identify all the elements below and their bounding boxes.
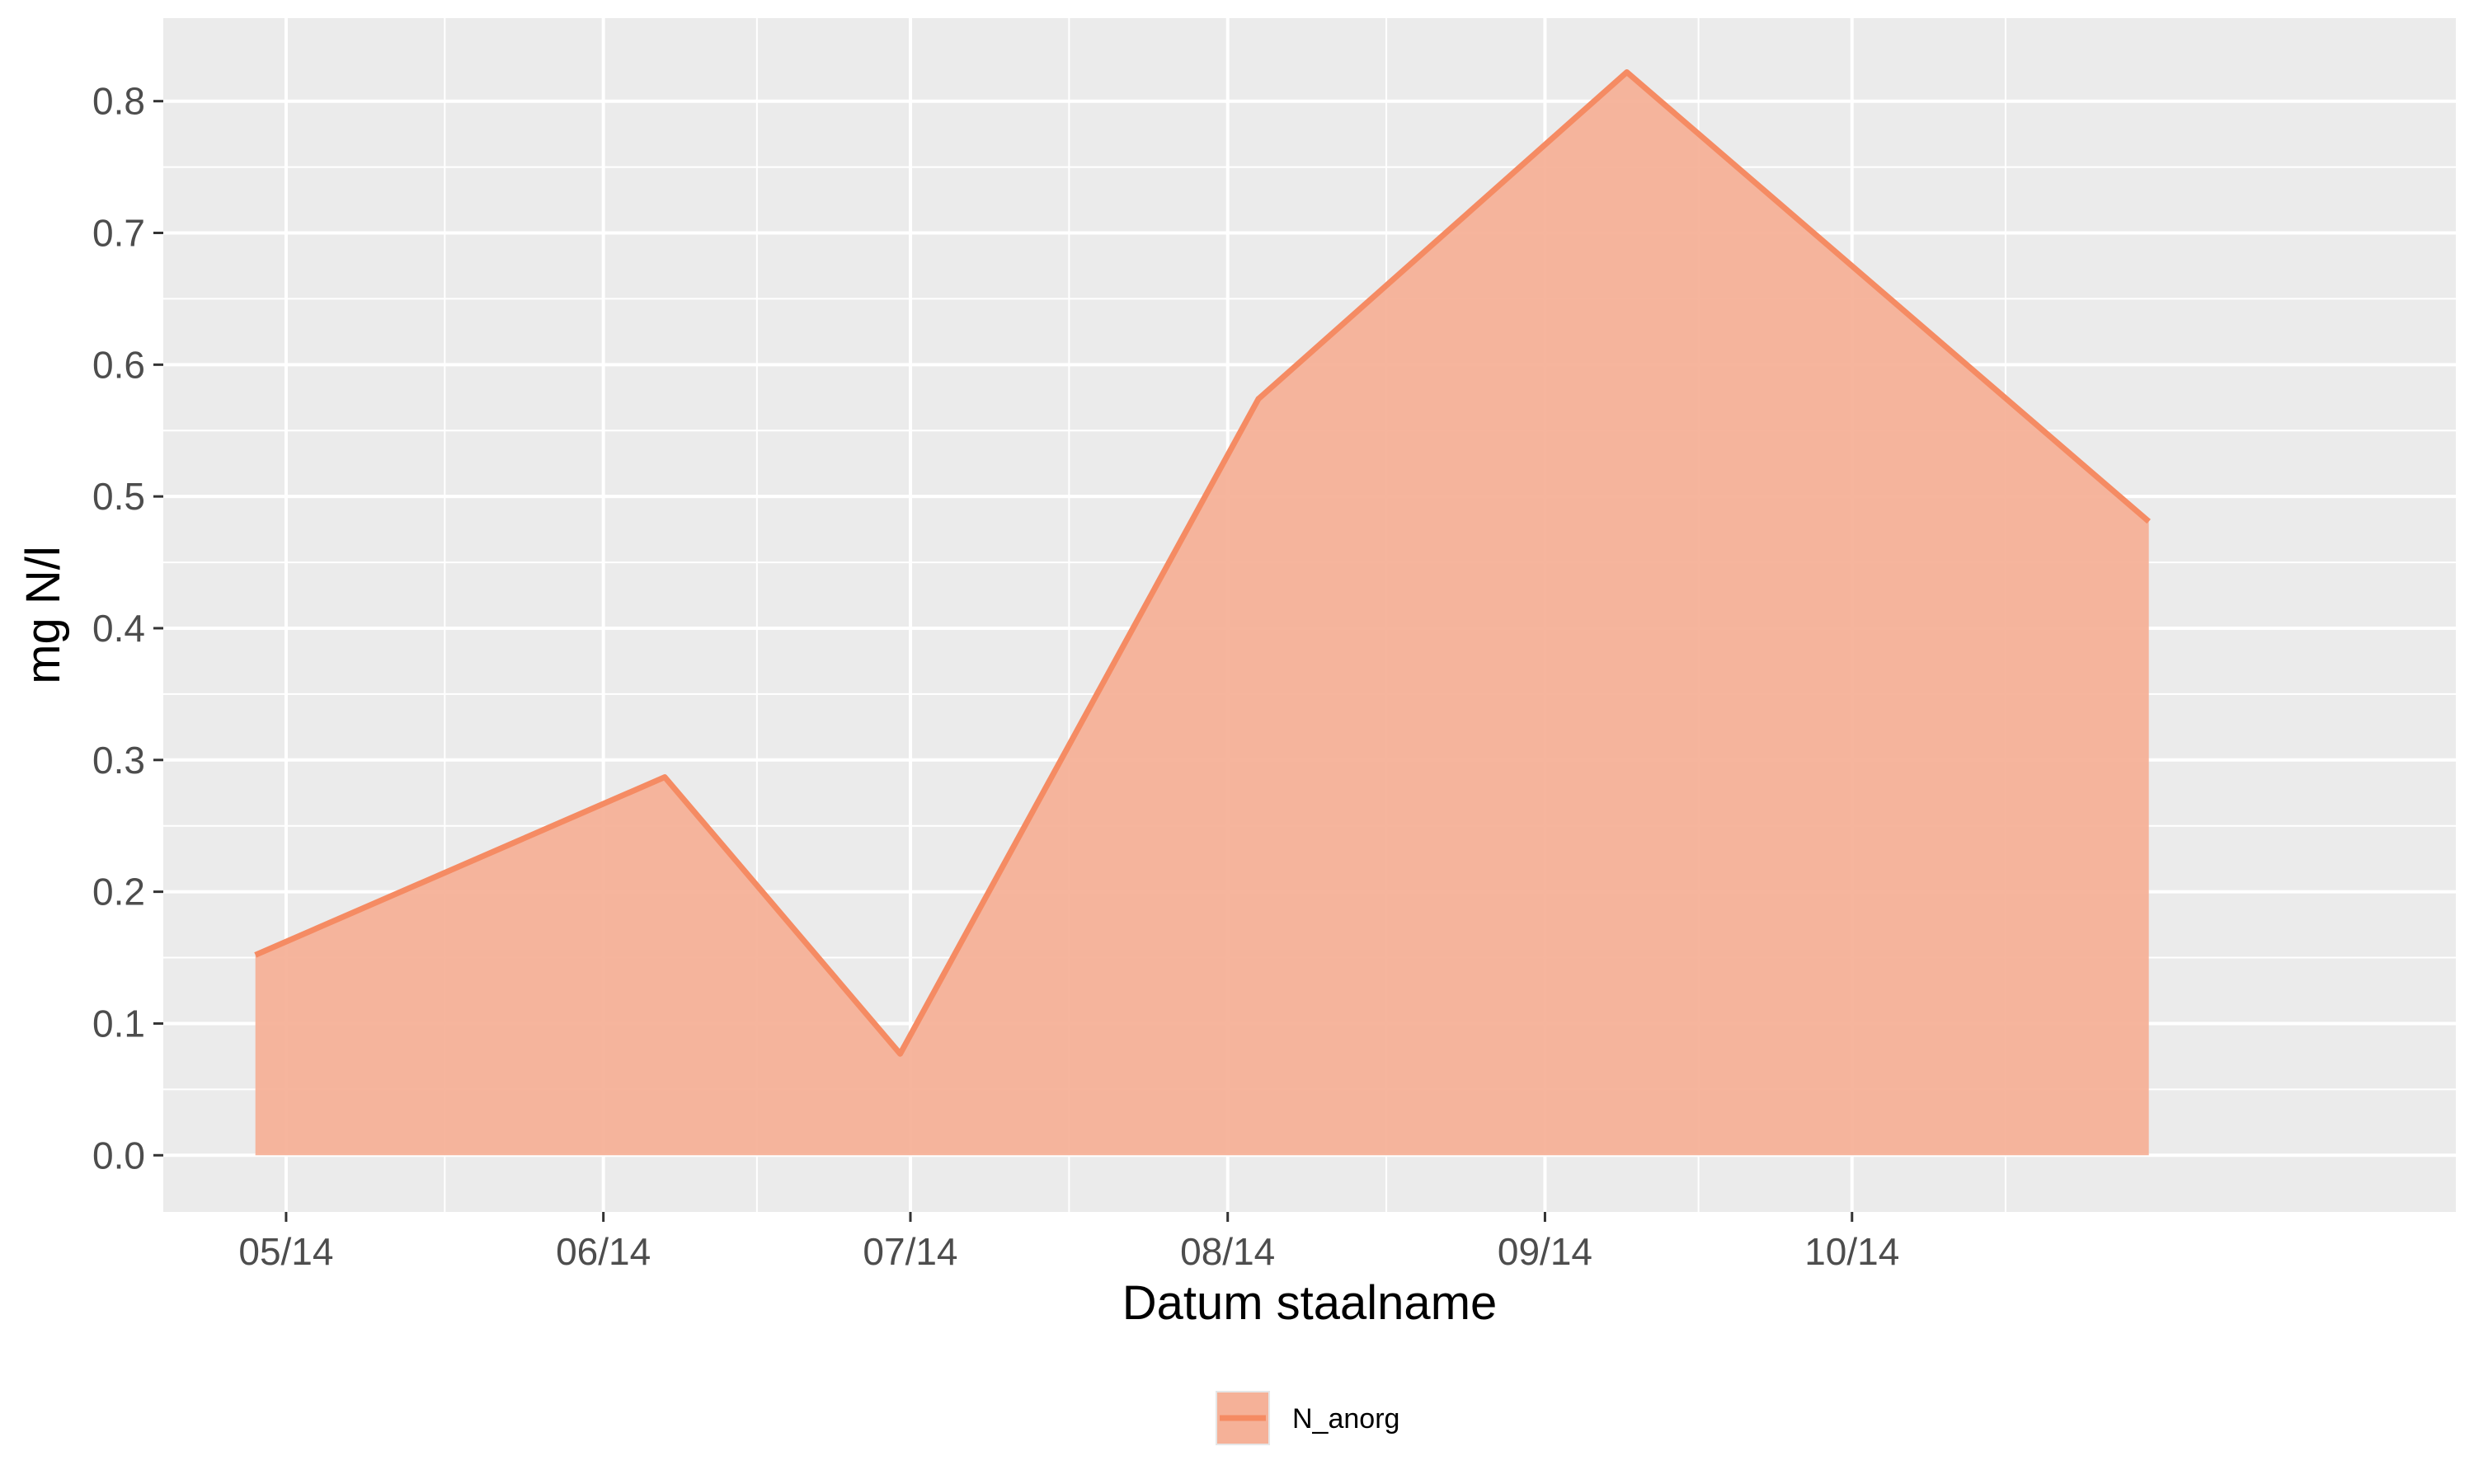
y-tick-label: 0.6 bbox=[92, 343, 145, 386]
legend-label: N_anorg bbox=[1292, 1403, 1399, 1435]
y-tick-label: 0.8 bbox=[92, 80, 145, 123]
legend: N_anorg bbox=[1216, 1391, 1399, 1445]
y-tick-label: 0.7 bbox=[92, 212, 145, 255]
series-area-N_anorg bbox=[255, 72, 2149, 1156]
y-tick-label: 0.2 bbox=[92, 871, 145, 913]
x-tick-label: 10/14 bbox=[1804, 1230, 1899, 1273]
x-axis: 05/14 06/14 07/14 08/14 09/14 10/14 bbox=[238, 1212, 1899, 1273]
y-axis: 0.0 0.1 0.2 0.3 0.4 0.5 0.6 0.7 0.8 bbox=[92, 80, 163, 1176]
x-tick-label: 06/14 bbox=[556, 1230, 651, 1273]
y-tick-label: 0.3 bbox=[92, 739, 145, 782]
y-tick-label: 0.5 bbox=[92, 475, 145, 518]
y-tick-label: 0.0 bbox=[92, 1134, 145, 1176]
x-tick-label: 08/14 bbox=[1180, 1230, 1275, 1273]
series-line-N_anorg bbox=[254, 69, 2151, 1057]
x-tick-label: 07/14 bbox=[863, 1230, 957, 1273]
x-tick-label: 05/14 bbox=[238, 1230, 333, 1273]
x-axis-title: Datum staalname bbox=[1122, 1276, 1498, 1330]
y-tick-label: 0.4 bbox=[92, 607, 145, 650]
y-tick-label: 0.1 bbox=[92, 1002, 145, 1045]
x-tick-label: 09/14 bbox=[1498, 1230, 1592, 1273]
y-axis-title: mg N/l bbox=[16, 546, 70, 684]
